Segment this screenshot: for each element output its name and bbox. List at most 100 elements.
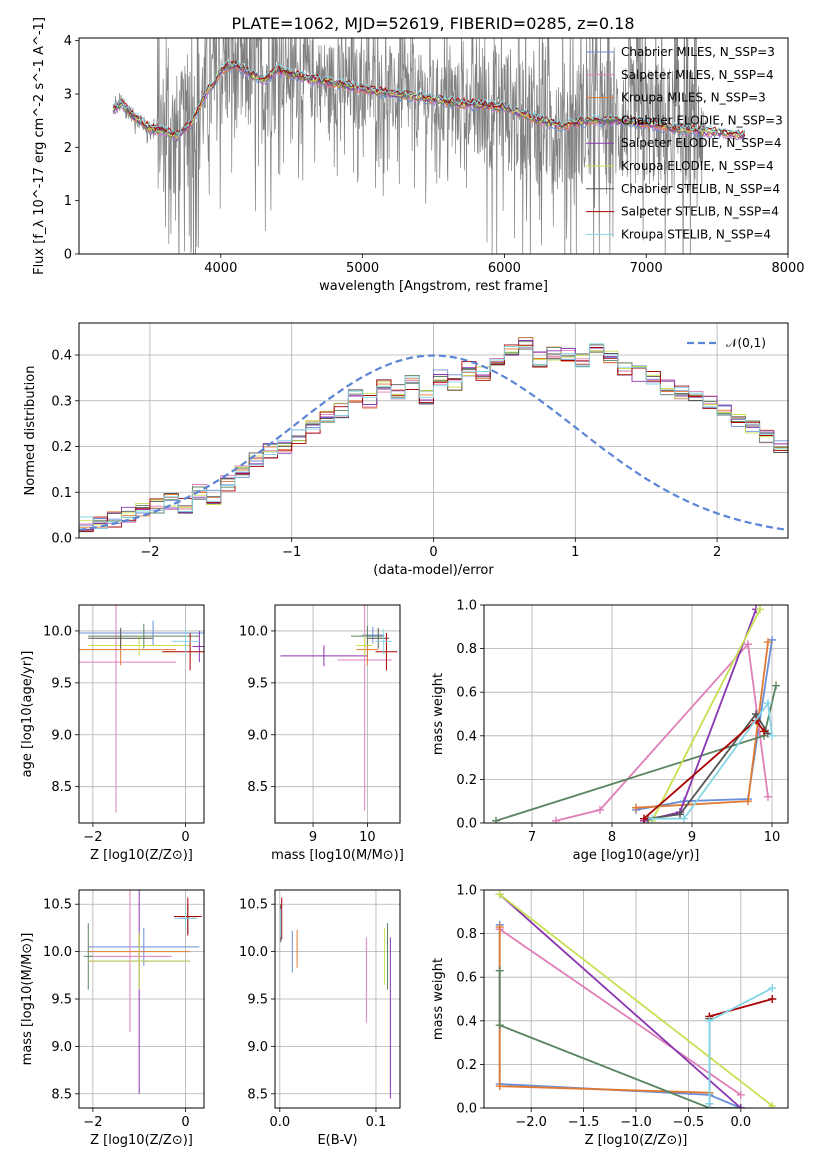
y-axis-label: mass [log10(M/M⊙)] xyxy=(20,933,35,1066)
y-tick-label: 10.0 xyxy=(43,624,72,639)
y-tick-label: 0.8 xyxy=(456,642,477,657)
series-salpeter-elodie xyxy=(495,890,745,1108)
x-tick-label: 5000 xyxy=(346,261,379,276)
x-tick-label: 0 xyxy=(181,1115,189,1130)
y-tick-label: 0.0 xyxy=(456,817,477,832)
y-tick-label: 9.5 xyxy=(51,676,72,691)
mass-weight-vs-metallicity-panel: −2.0 −1.5 −1.0 −0.5 0.0 0.0 0.2 0.4 0.6 0.8 1.0 Z [… xyxy=(431,884,789,1148)
plot-area xyxy=(112,38,746,254)
y-tick-label: 0.3 xyxy=(51,394,72,409)
plot-area xyxy=(280,605,398,811)
histogram-step-kroupa-miles xyxy=(79,337,788,528)
errorbar-chabrier-stelib xyxy=(367,627,390,649)
series-marker xyxy=(495,1021,504,1030)
y-tick-label: 4 xyxy=(64,34,72,49)
y-tick-label: 9.5 xyxy=(51,993,72,1008)
axes-frame xyxy=(274,604,401,824)
series-marker xyxy=(495,890,504,899)
errorbar-salpeter-miles xyxy=(337,605,392,811)
y-tick-label: 3 xyxy=(64,88,72,103)
errorbar-kroupa-stelib xyxy=(171,628,200,654)
y-axis-label: mass weight xyxy=(431,958,446,1040)
y-axis-label: Normed distribution xyxy=(23,366,38,496)
y-tick-label: 10.0 xyxy=(43,945,72,960)
x-axis-label: E(B-V) xyxy=(317,1133,357,1148)
series-chabrier-miles xyxy=(632,635,776,814)
x-tick-label: −2 xyxy=(83,1115,102,1130)
series-marker xyxy=(744,797,752,806)
errorbar-kroupa-stelib xyxy=(173,908,198,928)
errorbar-kroupa-elodie xyxy=(356,635,373,656)
series-line xyxy=(499,928,742,1096)
x-tick-label: 0.0 xyxy=(730,1115,751,1130)
x-tick-label: 7 xyxy=(528,830,536,845)
errorbar-salpeter-stelib xyxy=(162,633,204,671)
y-tick-label: 8.5 xyxy=(247,1087,268,1102)
plot-area xyxy=(79,336,788,533)
spectrum-legend: Chabrier MILES, N_SSP=3 Salpeter MILES, N… xyxy=(586,45,783,241)
y-tick-label: 10.5 xyxy=(239,898,268,913)
errorbar-chabrier-stelib xyxy=(88,627,154,649)
spectrum-panel: 4000 5000 6000 7000 8000 0 1 2 3 4 wavelength [Ang… xyxy=(32,17,805,294)
axes-frame xyxy=(78,37,789,255)
y-tick-label: 0 xyxy=(64,248,72,263)
y-tick-label: 0.4 xyxy=(51,349,72,364)
plot-area xyxy=(280,897,391,1099)
series-marker xyxy=(736,1090,745,1099)
legend-label: Kroupa STELIB, N_SSP=4 xyxy=(621,227,771,241)
x-tick-label: 0 xyxy=(429,545,437,560)
normal-legend-label: 𝒩(0,1) xyxy=(726,336,766,350)
x-tick-label: 7000 xyxy=(630,261,663,276)
series-salpeter-miles xyxy=(552,640,772,823)
x-tick-label: 10 xyxy=(359,830,376,845)
series-marker xyxy=(744,640,752,649)
y-tick-label: 0.2 xyxy=(51,440,72,455)
y-tick-label: 0.2 xyxy=(456,1058,477,1073)
y-tick-label: 1.0 xyxy=(456,599,477,614)
series-marker xyxy=(632,803,640,812)
series-marker xyxy=(492,816,500,823)
x-axis-label: Z [log10(Z/Z⊙)] xyxy=(90,1133,193,1148)
x-axis-label: mass [log10(M/M⊙)] xyxy=(271,848,404,863)
series-line xyxy=(499,893,742,1108)
x-axis-label: wavelength [Angstrom, rest frame] xyxy=(319,279,548,294)
y-tick-label: 0.0 xyxy=(456,1102,477,1117)
y-tick-label: 0.1 xyxy=(51,486,72,501)
series-line xyxy=(647,712,769,820)
errorbar-chabrier-elodie xyxy=(88,623,200,649)
x-tick-label: 9 xyxy=(309,830,317,845)
spectrum-data-line xyxy=(112,38,706,254)
x-tick-label: −2 xyxy=(140,545,159,560)
y-tick-label: 0.6 xyxy=(456,971,477,986)
y-tick-label: 9.5 xyxy=(247,993,268,1008)
histogram-step-chabrier-elodie xyxy=(79,341,788,530)
normal-curve xyxy=(79,354,788,532)
histogram-step-chabrier-stelib xyxy=(79,344,788,533)
series-marker xyxy=(736,1104,745,1108)
errorbar-chabrier-miles xyxy=(79,620,204,646)
series-line xyxy=(651,608,761,822)
legend-label: Chabrier STELIB, N_SSP=4 xyxy=(621,182,780,196)
axes-frame xyxy=(78,889,205,1109)
x-tick-label: −0.5 xyxy=(673,1115,705,1130)
series-marker xyxy=(640,814,648,823)
x-tick-label: −1.0 xyxy=(620,1115,652,1130)
x-axis-label: Z [log10(Z/Z⊙)] xyxy=(585,1133,688,1148)
histogram-step-chabrier-miles xyxy=(79,336,788,526)
series-kroupa-stelib xyxy=(648,699,776,823)
y-tick-label: 1.0 xyxy=(456,884,477,899)
y-tick-label: 0.4 xyxy=(456,1014,477,1029)
y-tick-label: 0.8 xyxy=(456,927,477,942)
residual-histogram-panel: −2 −1 0 1 2 0.0 0.1 0.2 0.3 0.4 (data-model)/error… xyxy=(23,322,789,578)
series-kroupa-elodie xyxy=(495,890,777,1108)
series-marker xyxy=(705,1099,714,1108)
model-line-kroupa-stelib xyxy=(112,59,746,137)
x-tick-label: 6000 xyxy=(488,261,521,276)
mass-vs-ebv-panel: 0.0 0.1 8.5 9.0 9.5 10.0 10.5 E(B-V) xyxy=(239,889,401,1148)
series-line xyxy=(498,924,742,1108)
y-tick-label: 0.6 xyxy=(456,686,477,701)
x-tick-label: −2 xyxy=(83,830,102,845)
series-marker xyxy=(676,810,684,819)
